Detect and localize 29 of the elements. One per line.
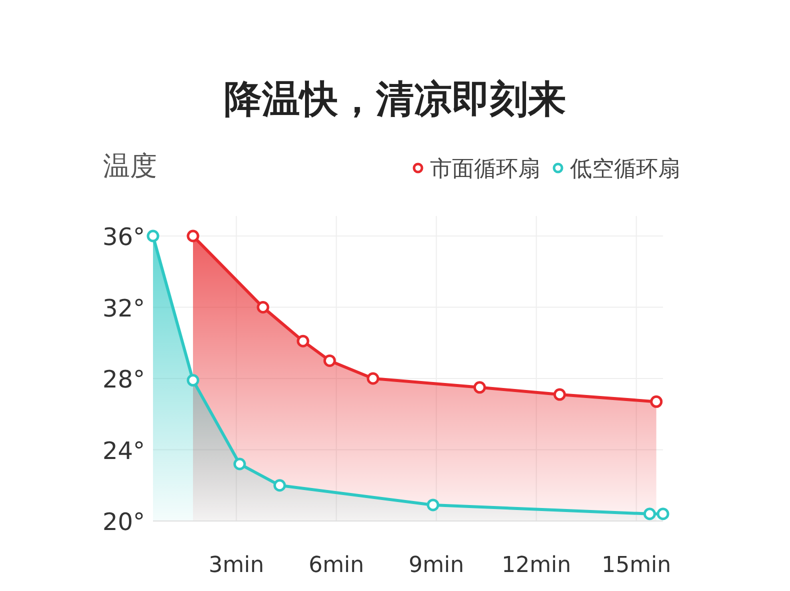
chart-title: 降温快，清凉即刻来 <box>224 77 566 121</box>
point <box>656 508 670 520</box>
y-tick-label: 24° <box>102 436 145 465</box>
y-tick-label: 28° <box>102 366 145 394</box>
x-tick-label: 9min <box>408 553 464 578</box>
x-tick-label: 12min <box>502 553 572 578</box>
point <box>296 334 310 348</box>
y-axis-title: 温度 <box>103 151 157 182</box>
point <box>186 374 200 387</box>
x-tick-label: 3min <box>208 553 264 578</box>
point <box>426 498 440 512</box>
y-tick-label: 32° <box>102 294 145 322</box>
y-tick-label: 36° <box>102 223 145 251</box>
point <box>233 458 246 470</box>
point <box>256 301 270 314</box>
legend-label: 低空循环扇 <box>570 157 680 182</box>
x-tick-label: 6min <box>308 553 364 578</box>
point <box>650 395 663 408</box>
x-tick-label: 15min <box>602 553 672 578</box>
point <box>323 354 336 367</box>
point <box>643 508 656 520</box>
legend-label: 市面循环扇 <box>430 157 540 182</box>
point <box>273 479 286 492</box>
point <box>186 230 200 242</box>
y-tick-label: 20° <box>102 508 145 536</box>
point <box>553 388 566 401</box>
point <box>366 372 380 385</box>
point <box>146 230 160 242</box>
point <box>473 381 486 394</box>
